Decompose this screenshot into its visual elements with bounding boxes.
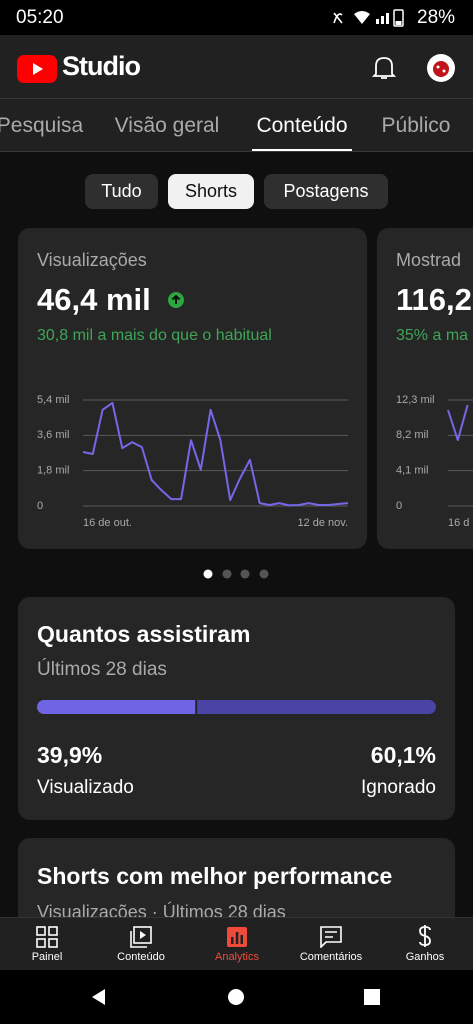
segment-name: Visualizado — [37, 777, 134, 798]
metric-title: Visualizações — [37, 250, 147, 270]
filter-chip[interactable]: Tudo — [85, 174, 158, 209]
y-tick-label: 8,2 mil — [396, 429, 428, 441]
tab[interactable]: Conteúdo — [256, 114, 348, 137]
tab-indicator — [252, 149, 352, 151]
retention-card[interactable]: Quantos assistiram Últimos 28 dias 39,9%… — [18, 597, 455, 820]
y-tick-label: 12,3 mil — [396, 394, 435, 406]
metric-card[interactable]: Mostrad 116,2 35% a ma 0 4,1 mil 8,2 mil 12… — [377, 228, 473, 549]
line-chart: 0 4,1 mil 8,2 mil 12,3 mil 16 d — [396, 394, 473, 529]
pager-dots — [203, 569, 269, 579]
system-nav — [0, 970, 473, 1024]
retention-segment — [197, 700, 436, 714]
notifications-button[interactable] — [372, 55, 396, 81]
app-header: Studio — [0, 35, 473, 98]
data-line — [447, 404, 469, 442]
segment-value: 60,1% — [370, 742, 436, 768]
system-buttons[interactable] — [88, 987, 388, 1007]
y-tick-label: 1,8 mil — [37, 465, 69, 477]
metric-value: 46,4 mil — [37, 282, 151, 317]
metric-comparison: 35% a ma — [396, 327, 469, 344]
tab[interactable]: Pesquisa — [0, 114, 84, 137]
bottom-nav: Painel Conteúdo Analytics Comentários Ga… — [0, 917, 473, 970]
nav-label[interactable]: Painel — [31, 951, 63, 963]
x-tick-label: 16 de out. — [83, 517, 132, 529]
metric-comparison: 30,8 mil a mais do que o habitual — [37, 327, 272, 344]
logo — [17, 55, 57, 83]
x-tick-label: 16 d — [448, 517, 469, 529]
y-tick-label: 5,4 mil — [37, 394, 69, 406]
nav-label[interactable]: Analytics — [214, 951, 260, 963]
filter-chip[interactable]: Postagens — [264, 174, 388, 209]
trend-up-icon — [168, 292, 184, 308]
tab-bar: Pesquisa Visão geral Conteúdo Público — [0, 98, 473, 152]
line-chart: 0 1,8 mil 3,6 mil 5,4 mil 16 de out. 12 de no… — [37, 394, 349, 529]
data-line — [82, 401, 349, 507]
app-name: Studio — [62, 51, 141, 81]
y-tick-label: 4,1 mil — [396, 465, 428, 477]
nav-icon — [320, 926, 342, 948]
nav-label[interactable]: Conteúdo — [117, 951, 165, 963]
metric-title: Mostrad — [396, 250, 462, 270]
retention-title: Quantos assistiram — [37, 621, 251, 647]
nav-icon — [419, 925, 431, 947]
battery-level: 28% — [417, 7, 456, 28]
retention-subtitle: Últimos 28 dias — [37, 659, 167, 680]
segment-value: 39,9% — [37, 742, 103, 768]
retention-bar — [37, 700, 436, 714]
y-tick-label: 0 — [37, 500, 43, 512]
filter-chip[interactable]: Shorts — [168, 174, 254, 209]
y-tick-label: 3,6 mil — [37, 429, 69, 441]
tab[interactable]: Visão geral — [114, 114, 220, 137]
top-shorts-title: Shorts com melhor performance — [37, 863, 393, 889]
status-bar: 05:20 28% — [0, 0, 473, 35]
x-tick-label: 12 de nov. — [297, 517, 348, 529]
tab[interactable]: Público — [381, 114, 451, 137]
nav-icon — [130, 926, 152, 948]
metric-value: 116,2 — [396, 282, 472, 317]
segment-name: Ignorado — [360, 777, 436, 798]
clock: 05:20 — [16, 7, 64, 28]
avatar[interactable] — [427, 54, 455, 82]
retention-segment — [37, 700, 196, 714]
nav-icon — [227, 927, 247, 947]
metric-card[interactable]: Visualizações 46,4 mil 30,8 mil a mais d… — [18, 228, 367, 549]
status-icons — [333, 9, 404, 27]
nav-label[interactable]: Ganhos — [405, 951, 445, 963]
y-tick-label: 0 — [396, 500, 402, 512]
nav-label[interactable]: Comentários — [299, 951, 363, 963]
nav-icon — [36, 926, 58, 948]
